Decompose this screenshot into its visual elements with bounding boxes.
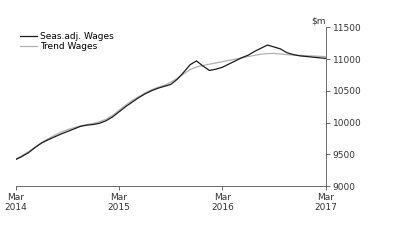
Text: $m: $m — [311, 17, 326, 26]
Legend: Seas.adj. Wages, Trend Wages: Seas.adj. Wages, Trend Wages — [20, 32, 114, 51]
